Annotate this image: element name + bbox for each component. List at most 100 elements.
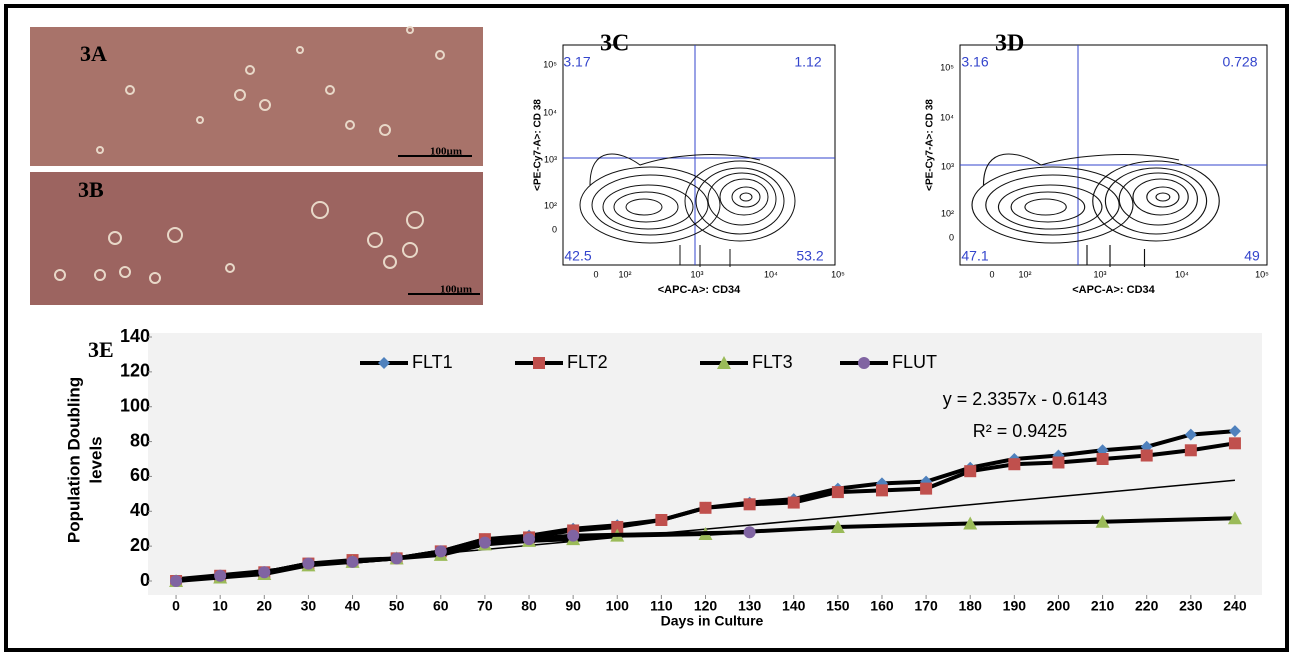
x-tick-label: 190 [1003, 598, 1027, 614]
y-tick-label: 10⁴ [543, 107, 557, 117]
x-tick-label: 110 [650, 598, 673, 614]
marker [378, 357, 390, 369]
marker [875, 484, 888, 497]
y-axis-label: <PE-Cy7-A>: CD 38 [925, 99, 936, 191]
marker [655, 514, 668, 526]
y-axis-label: <PE-Cy7-A>: CD 38 [533, 99, 544, 191]
marker [1227, 511, 1242, 525]
quadrant-value: 3.16 [961, 54, 988, 70]
marker [533, 357, 545, 369]
marker [523, 533, 536, 546]
y-tick-label: 100 [120, 395, 150, 415]
x-tick-label: 60 [433, 598, 449, 614]
x-tick-label: 240 [1223, 598, 1247, 614]
marker [1008, 458, 1021, 471]
x-axis-label: <APC-A>: CD34 [1072, 284, 1155, 296]
y-tick-label: 10⁴ [940, 112, 954, 122]
marker [831, 486, 844, 499]
y-tick-label: 0 [140, 570, 150, 590]
y-axis-label: Population Doubling [64, 377, 83, 543]
x-tick-label: 210 [1091, 598, 1115, 614]
x-tick-label: 20 [257, 598, 273, 614]
x-tick-label: 50 [389, 598, 405, 614]
marker [346, 555, 359, 568]
frame [4, 4, 1289, 652]
flow-panel [562, 44, 836, 268]
x-tick-label: 130 [738, 598, 762, 614]
y-tick-label: 10² [941, 208, 954, 218]
x-tick-label: 220 [1135, 598, 1159, 614]
legend-label: FLT1 [412, 352, 453, 372]
marker [434, 545, 447, 558]
y-tick-label: 10³ [544, 154, 557, 164]
plot-area [148, 333, 1262, 595]
trendline-r2: R² = 0.9425 [973, 421, 1068, 441]
x-tick-label: 10² [618, 269, 631, 279]
x-tick-label: 200 [1047, 598, 1071, 614]
marker [1228, 425, 1241, 438]
marker [963, 516, 978, 530]
marker [743, 498, 756, 511]
marker [1095, 514, 1110, 528]
x-tick-label: 100 [606, 598, 630, 614]
marker [390, 552, 403, 565]
y-tick-label: 0 [949, 232, 954, 242]
quadrant-value: 47.1 [961, 248, 988, 264]
quadrant-value: 53.2 [796, 248, 823, 264]
marker [1184, 444, 1197, 457]
legend-label: FLUT [892, 352, 937, 372]
marker [1096, 453, 1109, 465]
marker [258, 566, 271, 579]
quadrant-value: 49 [1244, 248, 1260, 264]
flow-panel [959, 44, 1268, 268]
marker [214, 569, 227, 582]
x-tick-label: 0 [593, 269, 598, 279]
x-tick-label: 10⁵ [1255, 269, 1269, 279]
marker [858, 357, 870, 369]
x-tick-label: 230 [1179, 598, 1203, 614]
legend-label: FLT2 [567, 352, 608, 372]
y-axis-label: levels [86, 436, 105, 483]
x-tick-label: 10 [212, 598, 228, 614]
y-tick-label: 140 [120, 326, 150, 346]
y-tick-label: 10³ [941, 161, 954, 171]
marker [611, 520, 624, 533]
quadrant-value: 0.728 [1222, 54, 1257, 70]
marker [1184, 428, 1197, 441]
y-tick-label: 10⁵ [940, 62, 954, 72]
marker [567, 529, 580, 542]
y-tick-label: 10² [544, 200, 557, 210]
y-tick-label: 10⁵ [543, 59, 557, 69]
scale-label: 100µm [430, 146, 462, 158]
marker [1140, 449, 1153, 462]
x-axis-label: Days in Culture [661, 613, 764, 629]
x-tick-label: 10⁴ [1175, 269, 1189, 279]
x-tick-label: 140 [782, 598, 806, 614]
y-tick-label: 60 [130, 465, 150, 485]
x-tick-label: 40 [345, 598, 361, 614]
y-tick-label: 0 [552, 224, 557, 234]
panel-label: 3A [80, 41, 107, 66]
x-tick-label: 170 [914, 598, 938, 614]
x-tick-label: 150 [826, 598, 850, 614]
x-tick-label: 10³ [690, 269, 703, 279]
scale-label: 100µm [440, 284, 472, 296]
legend-label: FLT3 [752, 352, 793, 372]
x-tick-label: 70 [477, 598, 493, 614]
x-tick-label: 10² [1018, 269, 1031, 279]
x-tick-label: 30 [301, 598, 317, 614]
cells [54, 26, 445, 284]
x-tick-label: 90 [565, 598, 581, 614]
x-tick-label: 160 [870, 598, 894, 614]
x-tick-label: 80 [521, 598, 537, 614]
marker [920, 482, 933, 495]
marker [743, 526, 756, 539]
marker [699, 501, 712, 514]
marker [787, 496, 800, 509]
marker [830, 519, 845, 533]
marker [302, 557, 315, 570]
y-tick-label: 120 [120, 361, 150, 381]
x-tick-label: 120 [694, 598, 718, 614]
micrograph [30, 172, 483, 305]
